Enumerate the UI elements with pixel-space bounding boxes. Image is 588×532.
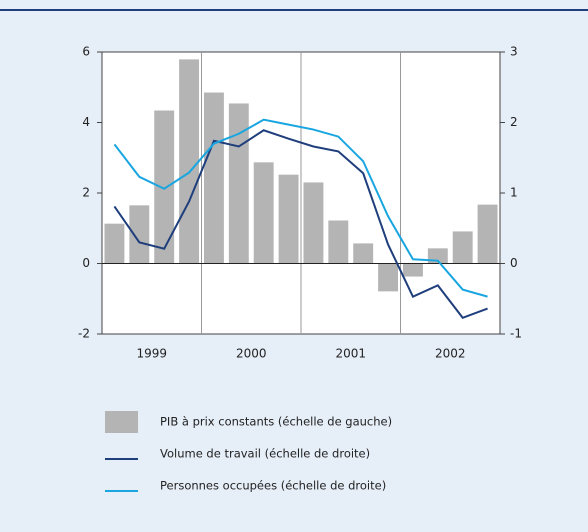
legend-label: PIB à prix constants (échelle de gauche) — [160, 415, 392, 429]
line — [113, 129, 488, 319]
bar — [129, 205, 150, 264]
bar — [228, 103, 249, 264]
y2-tick-label: 3 — [510, 45, 518, 59]
bar — [278, 174, 299, 264]
y-tick-label: 4 — [82, 115, 90, 129]
y2-tick-label: 2 — [510, 115, 518, 129]
bar — [303, 182, 324, 264]
bar — [402, 263, 423, 277]
line — [113, 118, 488, 298]
bar — [104, 223, 125, 264]
bar — [477, 204, 498, 264]
bar — [328, 220, 349, 264]
bar — [452, 231, 473, 264]
x-tick-label: 2001 — [335, 347, 366, 361]
y-tick-label: 2 — [82, 186, 90, 200]
y2-tick-label: -1 — [510, 327, 522, 341]
y-tick-label: 0 — [82, 256, 90, 270]
bar — [203, 92, 224, 264]
bar — [253, 162, 274, 264]
legend-label: Volume de travail (échelle de droite) — [160, 447, 370, 461]
bar — [353, 243, 374, 264]
bar — [154, 110, 175, 264]
x-tick-label: 1999 — [136, 347, 167, 361]
bar — [179, 59, 200, 264]
y-tick-label: 6 — [82, 45, 90, 59]
legend-label: Personnes occupées (échelle de droite) — [160, 479, 386, 493]
y2-tick-label: 1 — [510, 186, 518, 200]
x-tick-label: 2002 — [435, 347, 466, 361]
y-tick-label: -2 — [78, 327, 90, 341]
x-tick-label: 2000 — [236, 347, 267, 361]
bar — [378, 263, 399, 292]
y2-tick-label: 0 — [510, 256, 518, 270]
legend-swatch — [105, 411, 138, 433]
